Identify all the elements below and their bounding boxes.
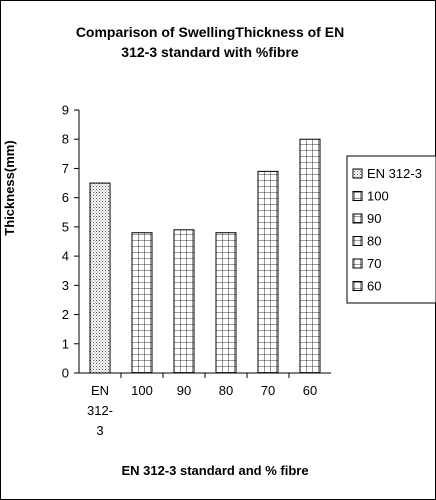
y-tick-label: 8 [62, 132, 69, 147]
legend-label: 70 [367, 256, 381, 271]
legend-label: 60 [367, 279, 381, 294]
legend-swatch [352, 236, 363, 246]
bar-100 [131, 232, 153, 374]
x-tick-label: 80 [219, 383, 233, 398]
x-axis-label: EN 312-3 standard and % fibre [121, 463, 309, 478]
y-tick-label: 5 [62, 219, 69, 234]
y-tick-label: 0 [62, 366, 69, 381]
y-tick-label: 9 [62, 103, 69, 118]
y-tick-label: 4 [62, 249, 69, 264]
y-tick-label: 7 [62, 161, 69, 176]
bar-80 [215, 232, 237, 374]
bar-90 [173, 229, 195, 374]
legend-swatch [352, 258, 363, 269]
legend-swatch [352, 213, 363, 224]
legend-label: 100 [367, 189, 389, 204]
legend-swatch [352, 191, 363, 201]
legend-swatch [352, 168, 363, 179]
legend-label: EN 312-3 [367, 166, 422, 181]
bar-en-312-3 [89, 182, 111, 374]
axes: 0 1 2 3 4 5 6 7 8 9 EN 312-3 100 90 80 70 60 [62, 103, 331, 438]
legend: EN 312-3 100 90 80 70 60 [346, 155, 436, 304]
y-tick-label: 1 [62, 336, 69, 351]
legend-box [346, 155, 436, 304]
bar-60 [299, 138, 321, 374]
legend-label: 80 [367, 234, 381, 249]
x-tick-label: 90 [177, 383, 191, 398]
legend-label: 90 [367, 211, 381, 226]
x-tick-label: 100 [131, 383, 153, 398]
y-tick-label: 3 [62, 278, 69, 293]
x-tick-label: 60 [303, 383, 317, 398]
chart-title: Comparison of SwellingThickness of EN 31… [75, 24, 345, 60]
bar-70 [257, 170, 279, 374]
y-tick-label: 2 [62, 307, 69, 322]
bars [89, 138, 321, 374]
legend-swatch [352, 281, 363, 291]
x-tick-label: EN 312-3 [87, 383, 113, 438]
y-tick-label: 6 [62, 190, 69, 205]
x-tick-label: 70 [261, 383, 275, 398]
